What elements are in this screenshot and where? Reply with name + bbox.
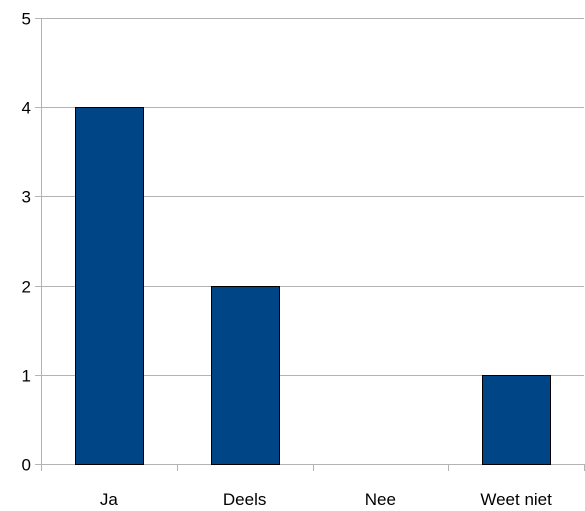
x-tick-label: Ja [100, 490, 119, 509]
y-tick-label: 5 [22, 10, 31, 29]
bars [75, 107, 551, 465]
y-tick-label: 3 [22, 188, 31, 207]
x-tick-label: Weet niet [480, 490, 552, 509]
x-tick-label: Nee [365, 490, 396, 509]
x-tick-label: Deels [223, 490, 266, 509]
y-tick-label: 2 [22, 278, 31, 297]
y-tick-label: 1 [22, 367, 31, 386]
bar-ja [75, 107, 144, 465]
x-tick-labels: Ja Deels Nee Weet niet [100, 490, 552, 509]
y-tick-label: 4 [22, 99, 31, 118]
y-tick-labels: 0 1 2 3 4 5 [22, 10, 31, 475]
bar-deels [211, 286, 280, 465]
bar-weet-niet [482, 375, 551, 465]
y-tick-label: 0 [22, 456, 31, 475]
